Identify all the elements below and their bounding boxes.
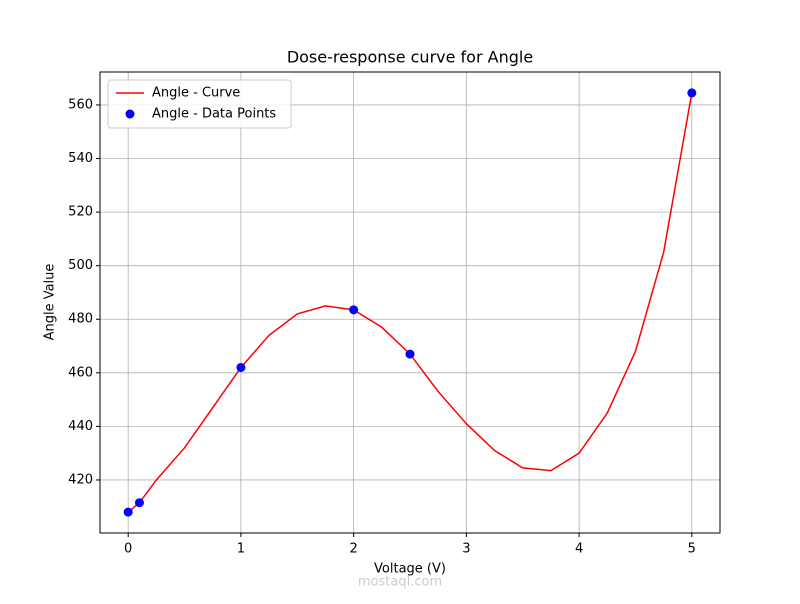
y-tick-label: 420 — [68, 472, 93, 487]
x-tick-label: 2 — [349, 542, 357, 557]
x-tick-label: 5 — [688, 542, 696, 557]
y-tick-label: 460 — [68, 365, 93, 380]
y-axis-label: Angle Value — [43, 264, 58, 341]
y-tick-label: 480 — [68, 312, 93, 327]
legend-label: Angle - Curve — [152, 86, 240, 101]
y-tick-label: 500 — [68, 258, 93, 273]
x-tick-label: 0 — [124, 542, 132, 557]
data-point — [687, 88, 697, 98]
watermark: mostaql.com — [358, 575, 442, 590]
x-tick-label: 3 — [462, 542, 470, 557]
x-axis-label: Voltage (V) — [374, 562, 446, 577]
y-tick-label: 560 — [68, 97, 93, 112]
y-tick-label: 520 — [68, 205, 93, 220]
legend-label: Angle - Data Points — [152, 107, 276, 122]
data-point — [236, 362, 246, 372]
y-tick-label: 440 — [68, 419, 93, 434]
x-tick-label: 1 — [237, 542, 245, 557]
data-point — [123, 507, 133, 517]
data-point — [349, 305, 359, 315]
plot-frame — [99, 71, 721, 534]
y-tick-label: 540 — [68, 151, 93, 166]
legend-box — [107, 79, 292, 129]
chart-title: Dose-response curve for Angle — [287, 48, 533, 67]
legend-marker — [125, 109, 135, 119]
curve — [127, 92, 693, 513]
x-tick-label: 4 — [575, 542, 583, 557]
data-point — [405, 349, 415, 359]
data-point — [134, 498, 144, 508]
